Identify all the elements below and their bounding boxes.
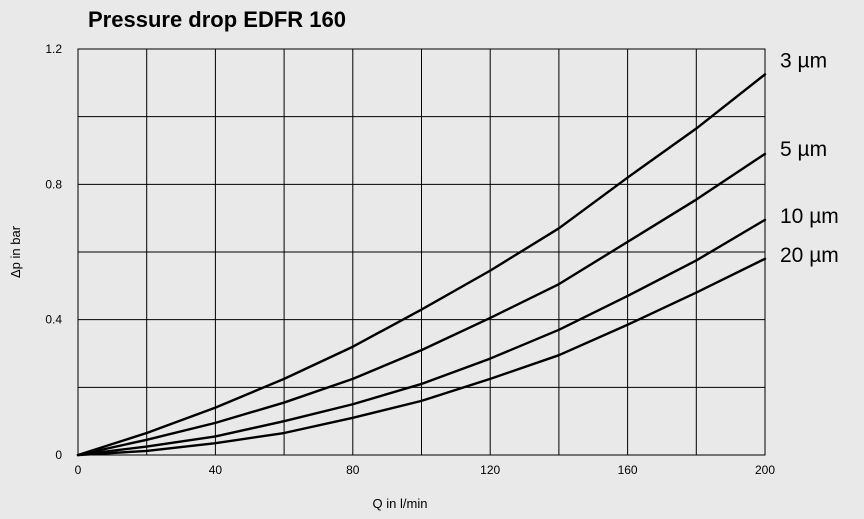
- series-line-1: [76, 73, 767, 457]
- y-tick-label: 0.4: [45, 313, 62, 327]
- chart-title: Pressure drop EDFR 160: [88, 7, 346, 32]
- x-axis-label: Q in l/min: [373, 496, 428, 511]
- x-tick-label: 160: [618, 463, 638, 477]
- series-labels: 3 µm 5 µm 10 µm 20 µm: [780, 49, 839, 266]
- series-line-3: [76, 218, 767, 457]
- series-label-4: 20 µm: [780, 244, 839, 267]
- y-tick-label: 1.2: [45, 42, 62, 56]
- x-tick-label: 80: [346, 463, 360, 477]
- grid-lines: [77, 48, 766, 456]
- y-tick-label: 0.8: [45, 177, 62, 191]
- x-tick-label: 40: [209, 463, 223, 477]
- series-label-2: 5 µm: [780, 138, 827, 161]
- x-tick-label: 0: [75, 463, 82, 477]
- tick-labels: 0 40 80 120 160 200 0 0.4 0.8 1.2: [45, 42, 775, 477]
- series-label-1: 3 µm: [780, 49, 827, 72]
- x-tick-label: 120: [480, 463, 500, 477]
- series-label-3: 10 µm: [780, 205, 839, 228]
- series-line-2: [76, 152, 767, 457]
- y-tick-label: 0: [55, 448, 62, 462]
- y-axis-label: Δp in bar: [8, 225, 23, 278]
- x-tick-label: 200: [755, 463, 775, 477]
- series-line-4: [76, 257, 767, 457]
- series-lines: [76, 73, 767, 457]
